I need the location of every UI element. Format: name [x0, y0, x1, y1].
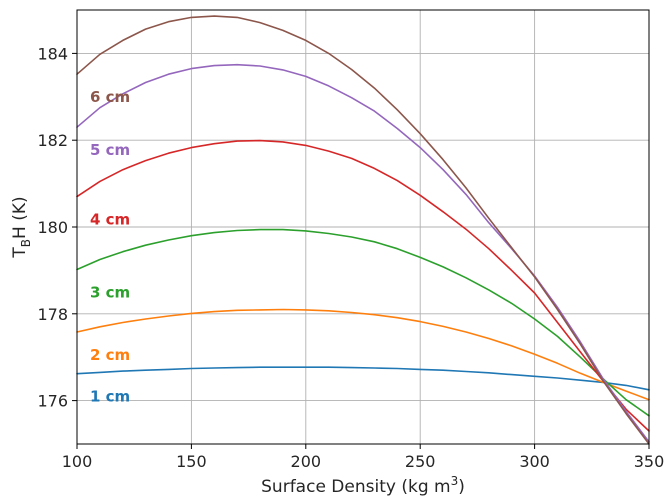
y-axis-label-end: H (K): [10, 196, 30, 239]
ticks: 100 150 200 250 300 350 176 178 180 182 184: [37, 44, 664, 471]
series-label-6: 6 cm: [90, 88, 130, 106]
series-line-1: [76, 366, 650, 391]
series-line-4: [76, 139, 650, 432]
x-tick-label: 200: [291, 452, 322, 471]
x-axis-label-superscript: 3: [451, 474, 459, 488]
x-tick-label: 300: [519, 452, 550, 471]
series-label-5: 5 cm: [90, 141, 130, 159]
series-line-6: [76, 15, 650, 445]
series-lines: [76, 15, 650, 445]
series-line-5: [76, 63, 650, 443]
x-axis-label-text: Surface Density (kg m: [261, 477, 450, 497]
y-axis-label: TBH (K): [10, 196, 33, 258]
series-line-3: [76, 228, 650, 417]
series-label-2: 2 cm: [90, 346, 130, 364]
series-label-1: 1 cm: [90, 388, 130, 406]
series-labels: 1 cm 2 cm 3 cm 4 cm 5 cm 6 cm: [90, 88, 130, 405]
x-tick-label: 100: [62, 452, 93, 471]
y-tick-label: 180: [37, 218, 68, 237]
y-tick-label: 184: [37, 44, 68, 63]
y-tick-label: 176: [37, 392, 68, 411]
x-axis-label-end: ): [458, 477, 465, 497]
series-line-2: [76, 308, 650, 401]
y-tick-label: 178: [37, 305, 68, 324]
x-axis-label: Surface Density (kg m3): [261, 474, 465, 497]
x-tick-label: 350: [634, 452, 665, 471]
x-tick-label: 150: [176, 452, 207, 471]
series-label-3: 3 cm: [90, 284, 130, 302]
y-axis-label-subscript: B: [19, 239, 33, 247]
y-tick-label: 182: [37, 131, 68, 150]
x-tick-label: 250: [405, 452, 436, 471]
y-axis-label-text: T: [10, 247, 30, 259]
series-label-4: 4 cm: [90, 211, 130, 229]
